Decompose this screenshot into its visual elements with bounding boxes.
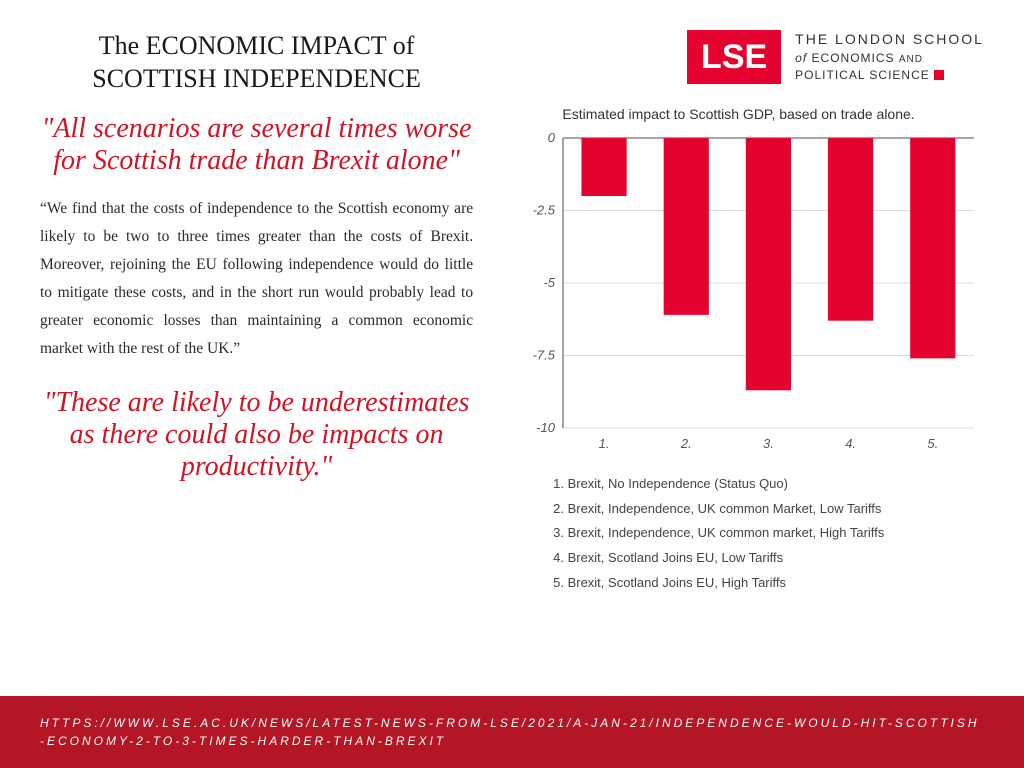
body-paragraph: “We find that the costs of independence … [40,195,473,362]
svg-text:3.: 3. [763,436,774,451]
content-area: The ECONOMIC IMPACT of SCOTTISH INDEPEND… [0,0,1024,696]
legend-item: 1. Brexit, No Independence (Status Quo) [553,472,984,497]
lse-logo: LSE THE LONDON SCHOOL of ECONOMICS AND P… [493,30,984,84]
page-container: The ECONOMIC IMPACT of SCOTTISH INDEPEND… [0,0,1024,768]
chart-legend: 1. Brexit, No Independence (Status Quo)2… [493,472,984,595]
svg-text:0: 0 [548,130,556,145]
lse-logo-text: THE LONDON SCHOOL of ECONOMICS AND POLIT… [795,30,984,83]
chart-title: Estimated impact to Scottish GDP, based … [493,106,984,122]
lse-logo-block: LSE [687,30,781,84]
legend-item: 3. Brexit, Independence, UK common marke… [553,521,984,546]
svg-text:-10: -10 [536,420,556,435]
left-column: The ECONOMIC IMPACT of SCOTTISH INDEPEND… [40,30,493,686]
footer-bar: HTTPS://WWW.LSE.AC.UK/NEWS/LATEST-NEWS-F… [0,696,1024,768]
red-square-icon [934,70,944,80]
bar-chart: 0 -2.5 -5 -7.5 -10 1. 2. 3. 4. 5. [513,128,984,458]
pull-quote-1: "All scenarios are several times worse f… [40,113,473,177]
svg-text:-2.5: -2.5 [533,203,556,218]
svg-text:2.: 2. [680,436,692,451]
legend-item: 2. Brexit, Independence, UK common Marke… [553,497,984,522]
title-line-2: SCOTTISH INDEPENDENCE [92,64,421,93]
chart-svg: 0 -2.5 -5 -7.5 -10 1. 2. 3. 4. 5. [513,128,984,458]
logo-text-line-2: of ECONOMICS AND [795,50,984,67]
logo-text-line-1: THE LONDON SCHOOL [795,30,984,50]
title-line-1: The ECONOMIC IMPACT of [99,31,415,60]
logo-of: of [795,51,807,65]
logo-economics: ECONOMICS [812,51,895,65]
svg-text:4.: 4. [845,436,856,451]
logo-political-science: POLITICAL SCIENCE [795,68,930,82]
svg-text:-5: -5 [544,275,556,290]
svg-text:1.: 1. [599,436,610,451]
legend-item: 5. Brexit, Scotland Joins EU, High Tarif… [553,571,984,596]
logo-and: AND [899,54,923,65]
svg-text:-7.5: -7.5 [533,347,556,362]
footer-url: HTTPS://WWW.LSE.AC.UK/NEWS/LATEST-NEWS-F… [40,714,984,750]
right-column: LSE THE LONDON SCHOOL of ECONOMICS AND P… [493,30,984,686]
page-title: The ECONOMIC IMPACT of SCOTTISH INDEPEND… [40,30,473,95]
svg-text:5.: 5. [927,436,938,451]
pull-quote-2: "These are likely to be underestimates a… [40,387,473,484]
legend-item: 4. Brexit, Scotland Joins EU, Low Tariff… [553,546,984,571]
logo-text-line-3: POLITICAL SCIENCE [795,67,984,84]
